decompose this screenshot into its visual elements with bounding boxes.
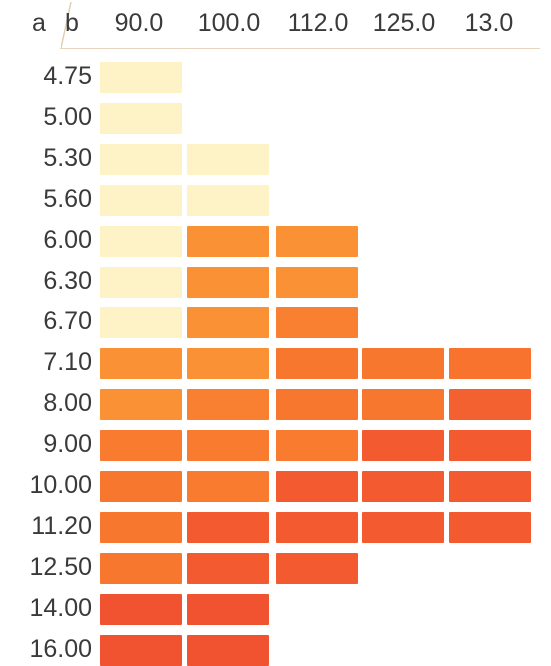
heatmap-cell [100, 511, 182, 543]
row-label: 8.00 [43, 389, 92, 418]
heatmap-cell [100, 225, 182, 257]
heatmap-cell [100, 430, 182, 462]
row-label: 7.10 [43, 348, 92, 377]
heatmap-cell [187, 184, 269, 216]
heatmap-cell [187, 348, 269, 380]
heatmap-cell [362, 430, 444, 462]
heatmap-cell [100, 593, 182, 625]
heatmap-cell [187, 471, 269, 502]
heatmap-cell [449, 471, 531, 502]
heatmap-cell [100, 307, 182, 339]
row-label: 11.20 [31, 511, 92, 540]
row-label: 5.00 [43, 102, 92, 131]
heatmap-cell [100, 184, 182, 216]
heatmap-cell [187, 511, 269, 543]
row-label: 9.00 [43, 430, 92, 459]
heatmap-cell [187, 307, 269, 339]
corner-col-label: b [65, 9, 79, 37]
heatmap-cell [187, 430, 269, 462]
heatmap-cell [362, 348, 444, 380]
heatmap-cell [187, 389, 269, 421]
corner-row-label: a [32, 9, 46, 37]
column-label: 112.0 [287, 9, 349, 37]
row-label: 4.75 [43, 62, 92, 90]
heatmap-cell [276, 225, 358, 257]
heatmap-cell [100, 102, 182, 134]
column-label: 90.0 [114, 9, 164, 37]
heatmap-cell [100, 143, 182, 175]
row-label: 5.30 [43, 143, 92, 172]
row-label: 6.00 [43, 225, 92, 254]
row-label: 5.60 [43, 184, 92, 213]
heatmap-cell [187, 552, 269, 584]
heatmap-cell [100, 389, 182, 421]
heatmap-cell [276, 471, 358, 502]
heatmap-cell [276, 552, 358, 584]
corner-diagonal-divider [61, 2, 72, 48]
heatmap-cell [449, 348, 531, 380]
column-label: 125.0 [372, 9, 436, 37]
heatmap-cell [187, 593, 269, 625]
heatmap-cell [187, 266, 269, 298]
heatmap-cell [276, 348, 358, 380]
row-label: 16.00 [29, 634, 92, 663]
heatmap-cell [362, 511, 444, 543]
heatmap-cell [449, 389, 531, 421]
heatmap-cell [100, 471, 182, 502]
heatmap-cell [276, 389, 358, 421]
heatmap-cell [276, 266, 358, 298]
row-label: 10.00 [29, 471, 92, 499]
header-divider [60, 48, 540, 49]
heatmap-cell [187, 634, 269, 666]
heatmap-cell [276, 511, 358, 543]
row-label: 6.70 [43, 307, 92, 336]
column-label: 13.0 [464, 9, 514, 37]
heatmap-cell [276, 430, 358, 462]
heatmap-cell [187, 143, 269, 175]
heatmap-cell [187, 225, 269, 257]
row-label: 6.30 [43, 266, 92, 295]
heatmap-cell [449, 511, 531, 543]
row-label: 12.50 [29, 552, 92, 581]
heatmap-cell [276, 307, 358, 339]
heatmap-cell [100, 266, 182, 298]
heatmap-cell [362, 389, 444, 421]
heatmap-cell [100, 634, 182, 666]
heatmap-cell [100, 62, 182, 93]
column-label: 100.0 [197, 9, 261, 37]
heatmap-cell [449, 430, 531, 462]
heatmap-cell [100, 348, 182, 380]
heatmap-cell [100, 552, 182, 584]
row-label: 14.00 [29, 593, 92, 622]
heatmap-cell [362, 471, 444, 502]
